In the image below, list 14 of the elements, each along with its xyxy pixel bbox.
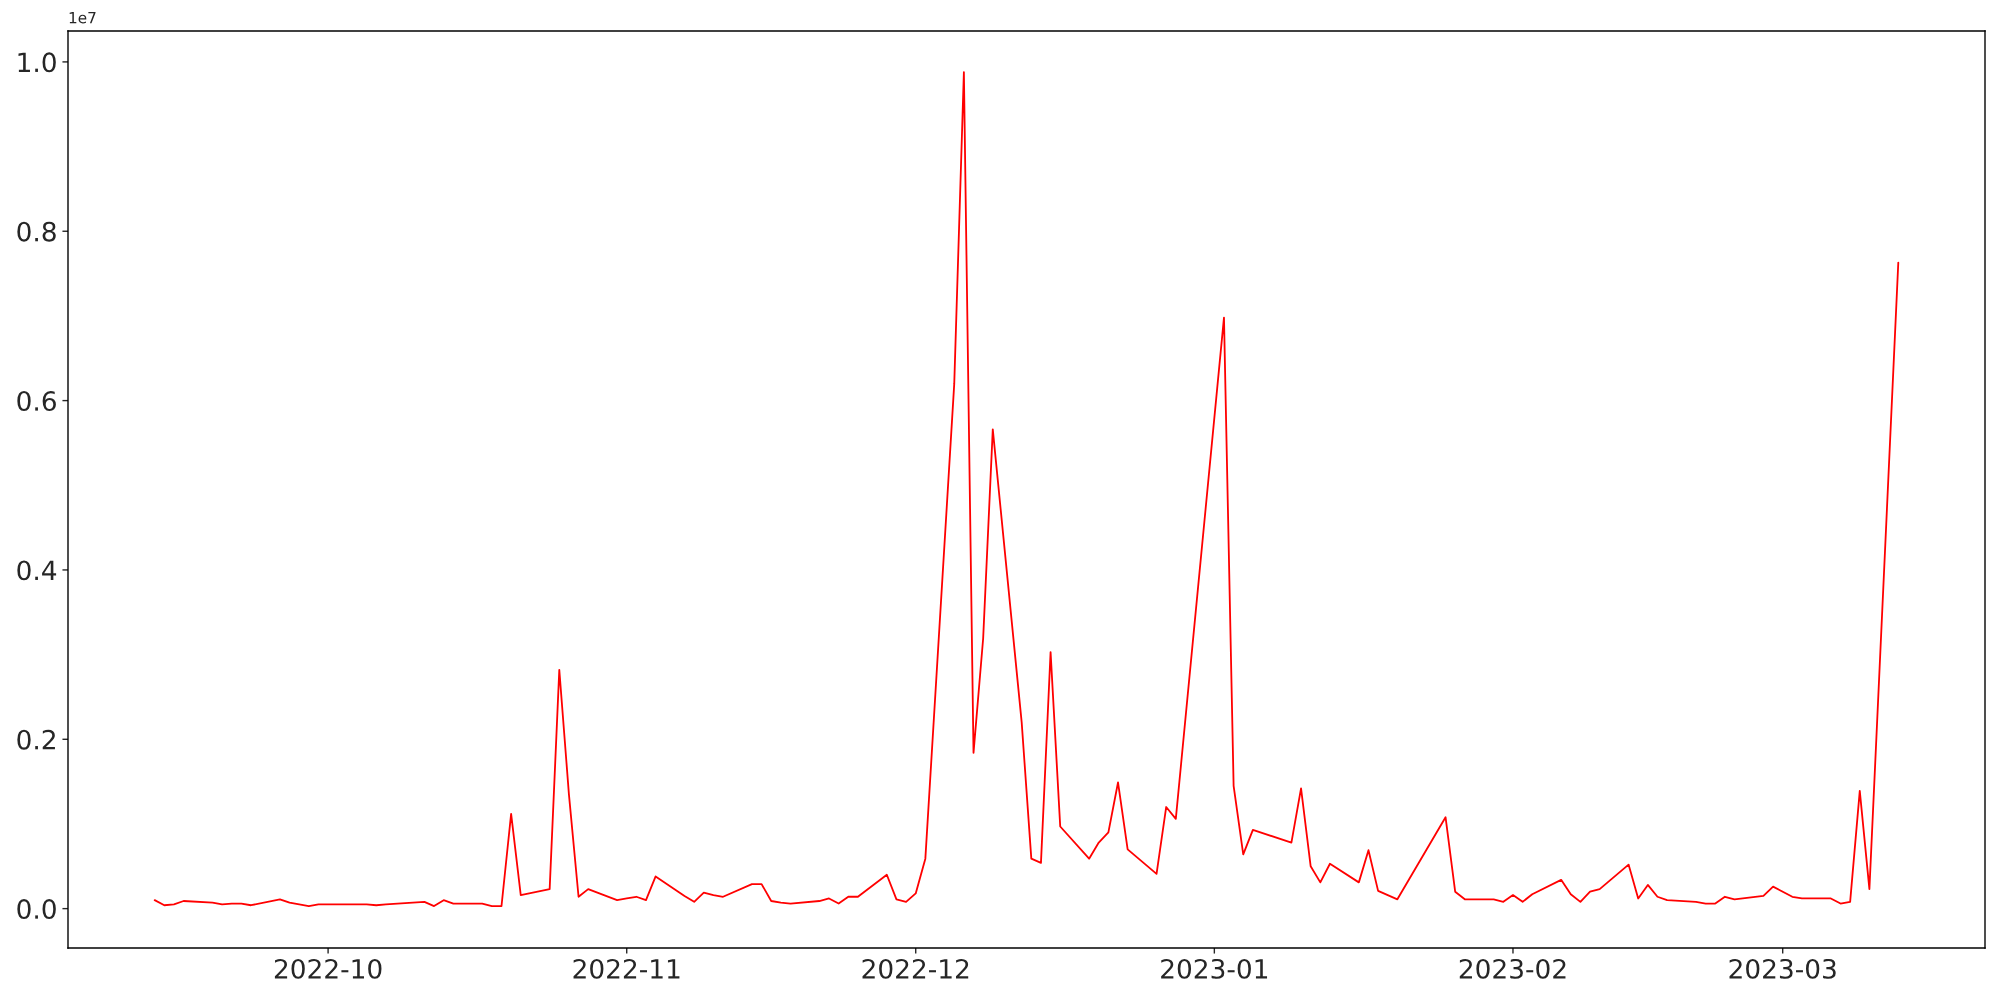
y-tick-label: 0.6 (17, 391, 56, 411)
x-tick-label: 2022-10 (274, 958, 382, 979)
x-tick-label: 2022-11 (573, 958, 680, 979)
x-tick-label: 2022-12 (862, 958, 969, 979)
x-tick-label: 2023-02 (1459, 958, 1566, 979)
y-tick-label: 0.0 (17, 899, 56, 920)
y-tick-label: 0.2 (17, 729, 55, 750)
text: 1e7 (69, 12, 96, 24)
line-series (153, 71, 1900, 907)
y-tick-label: 0.8 (17, 221, 56, 242)
x-tick-label: 2023-01 (1161, 958, 1268, 979)
y-tick-label: 0.4 (17, 560, 57, 581)
x-tick-label: 2023-03 (1729, 958, 1836, 979)
y-tick-label: 1.0 (18, 52, 56, 73)
